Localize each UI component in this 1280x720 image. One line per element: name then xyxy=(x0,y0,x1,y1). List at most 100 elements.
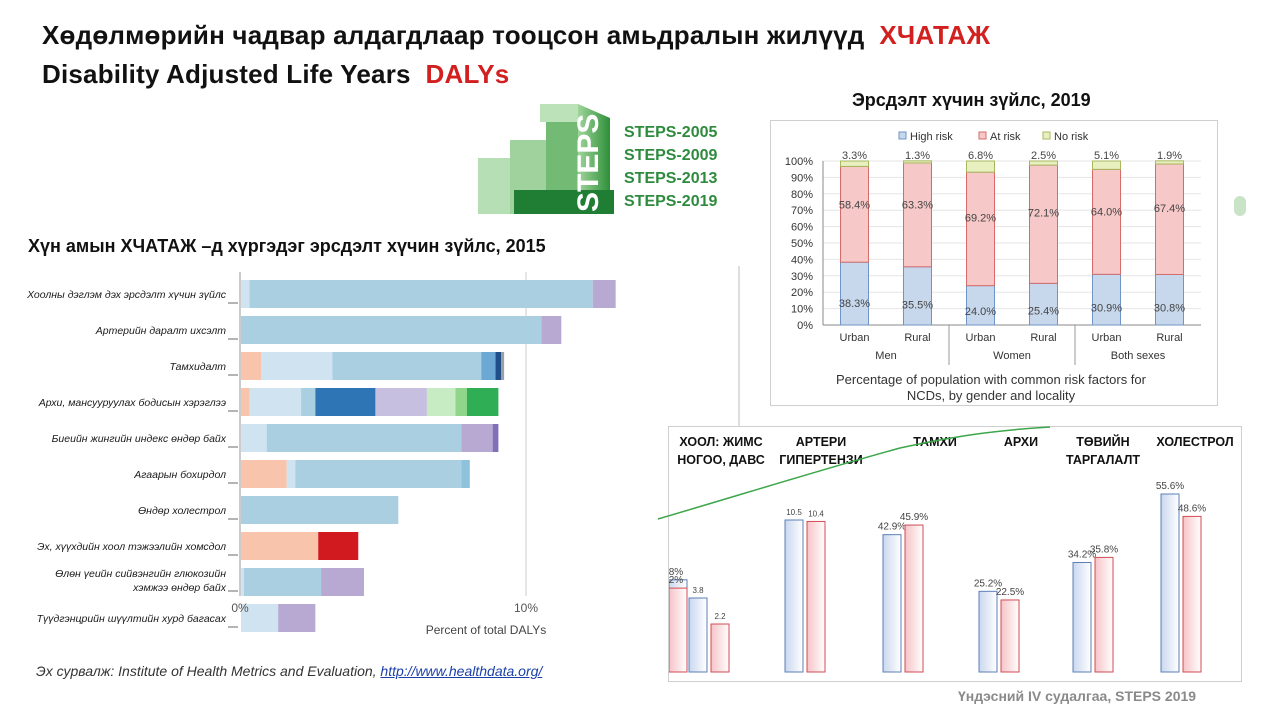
comparison-group-label: АРТЕРИ xyxy=(796,435,847,449)
risk-bar-segment xyxy=(903,266,932,326)
risk-data-label: 72.1% xyxy=(1028,207,1059,219)
daly-bar-segment xyxy=(249,280,593,308)
risk-ytick-label: 30% xyxy=(791,271,813,283)
daly-bar-segment xyxy=(241,604,279,632)
title-line2-text: Disability Adjusted Life Years xyxy=(42,59,411,89)
risk-chart: 0% 10% 20% 30% 40% 50% 60% 70% 80% 90% 100% High ri… xyxy=(785,131,1201,403)
steps-logo: STEPS STEPS-2005 STEPS-2009 STEPS-2013 S… xyxy=(474,100,744,218)
risk-chart-panel: 0% 10% 20% 30% 40% 50% 60% 70% 80% 90% 100% High ri… xyxy=(770,120,1218,406)
daly-bar-segment xyxy=(278,604,316,632)
risk-ytick-label: 10% xyxy=(791,304,813,316)
comparison-group-label: ТАРГАЛАЛТ xyxy=(1066,453,1140,467)
daly-bar-segment xyxy=(243,568,322,596)
risk-legend-swatch xyxy=(898,131,907,140)
risk-group-label: Women xyxy=(993,350,1031,362)
daly-category-label: Эх, хүүхдийн хоол тэжээлийн хомсдол xyxy=(37,541,226,553)
risk-category-label: Urban xyxy=(1092,332,1122,344)
daly-bar-segment xyxy=(315,388,376,416)
comparison-group-label: ХОЛЕСТРОЛ xyxy=(1156,435,1233,449)
risk-bar-segment xyxy=(1092,168,1121,275)
risk-ytick-label: 0% xyxy=(797,320,813,332)
comparison-bar-label: 55.6% xyxy=(1156,481,1184,492)
risk-ytick-label: 100% xyxy=(785,156,813,168)
comparison-bar-label: 22.5% xyxy=(996,587,1024,598)
daly-bar-segment xyxy=(241,568,244,596)
right-edge-dot xyxy=(1234,196,1246,216)
daly-bar-segment xyxy=(241,316,542,344)
slide-title-line1: Хөдөлмөрийн чадвар алдагдлаар тооцсон ам… xyxy=(42,20,990,51)
risk-data-label: 3.3% xyxy=(842,150,867,162)
risk-bar-segment xyxy=(1029,164,1058,284)
comparison-bar xyxy=(806,520,826,673)
risk-data-label: 58.4% xyxy=(839,200,870,212)
comparison-bar-label: 10.5 xyxy=(786,508,802,517)
risk-bar-segment xyxy=(903,160,932,164)
comparison-bar xyxy=(1160,493,1180,673)
risk-bar-segment xyxy=(840,261,869,326)
comparison-bar xyxy=(1072,562,1092,673)
comparison-bar-label: 10.4 xyxy=(808,509,824,518)
risk-data-label: 25.4% xyxy=(1028,305,1059,317)
daly-category-label-part: Өлөн үеийн сийвэнгийн глюкозийн xyxy=(55,568,226,580)
comparison-bar xyxy=(688,597,708,673)
daly-x-axis-label: Percent of total DALYs xyxy=(426,623,547,637)
daly-bar-segment xyxy=(592,280,616,308)
daly-bar-segment xyxy=(501,352,505,380)
comparison-group-label: ТАМХИ xyxy=(913,435,957,449)
daly-chart: Хоолны дэглэм дэх эрсдэлт хүчин зүйлс Арт… xyxy=(26,266,740,646)
title-line1-text: Хөдөлмөрийн чадвар алдагдлаар тооцсон ам… xyxy=(42,20,865,50)
risk-ytick-label: 60% xyxy=(791,222,813,234)
risk-data-label: 35.5% xyxy=(902,300,933,312)
risk-data-label: 30.8% xyxy=(1154,302,1185,314)
risk-legend-label: High risk xyxy=(910,131,953,143)
comparison-bar-label: 42.9% xyxy=(878,522,906,533)
comparison-bar-label: 25.2% xyxy=(974,578,1002,589)
steps-year-3: STEPS-2013 xyxy=(624,170,718,187)
risk-bar-segment xyxy=(1092,273,1121,326)
daly-bar-segment xyxy=(249,388,302,416)
steps-logo-graphic: STEPS xyxy=(478,104,614,214)
comparison-bar xyxy=(882,534,902,673)
daly-bar-segment xyxy=(241,532,319,560)
risk-ytick-label: 40% xyxy=(791,254,813,266)
comparison-bar-label: 26.2% xyxy=(669,575,683,586)
risk-legend-label: At risk xyxy=(990,131,1021,143)
daly-category-label: Өндөр холестрол xyxy=(138,505,226,517)
comparison-bar-label: 34.2% xyxy=(1068,550,1096,561)
risk-ytick-label: 70% xyxy=(791,205,813,217)
risk-ytick-label: 50% xyxy=(791,238,813,250)
risk-data-label: 38.3% xyxy=(839,298,870,310)
risk-category-label: Urban xyxy=(966,332,996,344)
risk-data-label: 1.3% xyxy=(905,150,930,162)
comparison-group-label: НОГОО, ДАВС xyxy=(677,453,765,467)
risk-bar-segment xyxy=(1092,160,1121,170)
risk-category-label: Urban xyxy=(840,332,870,344)
source-link[interactable]: http://www.healthdata.org/ xyxy=(380,663,543,679)
risk-bar-segment xyxy=(966,171,995,287)
comparison-chart-panel: ХООЛ: ЖИМС НОГОО, ДАВС АРТЕРИ ГИПЕРТЕНЗИ ТАМ… xyxy=(655,426,1242,682)
risk-category-label: Rural xyxy=(1030,332,1056,344)
comparison-bar xyxy=(710,623,730,673)
daly-bar-segment xyxy=(261,352,333,380)
risk-caption-line1: Percentage of population with common ris… xyxy=(836,372,1147,387)
daly-bar-segment xyxy=(426,388,456,416)
comparison-group-label: ХООЛ: ЖИМС xyxy=(679,435,762,449)
daly-category-label-part: хэмжээ өндөр байх xyxy=(132,582,227,594)
risk-data-label: 63.3% xyxy=(902,199,933,211)
daly-bar-segment xyxy=(241,280,250,308)
comparison-bar xyxy=(1182,515,1202,673)
risk-bar-segment xyxy=(1155,160,1184,165)
comparison-bar xyxy=(904,524,924,673)
risk-bar-segment xyxy=(1155,163,1184,275)
risk-group-label: Both sexes xyxy=(1111,350,1166,362)
title-line1-accent: ХЧАТАЖ xyxy=(879,20,991,50)
risk-data-label: 1.9% xyxy=(1157,150,1182,162)
daly-category-label: Агаарын бохирдол xyxy=(133,469,226,481)
risk-data-label: 5.1% xyxy=(1094,150,1119,162)
risk-ytick-label: 90% xyxy=(791,172,813,184)
comparison-bar xyxy=(668,587,688,673)
steps-year-2: STEPS-2009 xyxy=(624,147,718,164)
daly-bar-segment xyxy=(461,460,470,488)
daly-bar-segment xyxy=(241,352,262,380)
daly-bar-segment xyxy=(466,388,499,416)
